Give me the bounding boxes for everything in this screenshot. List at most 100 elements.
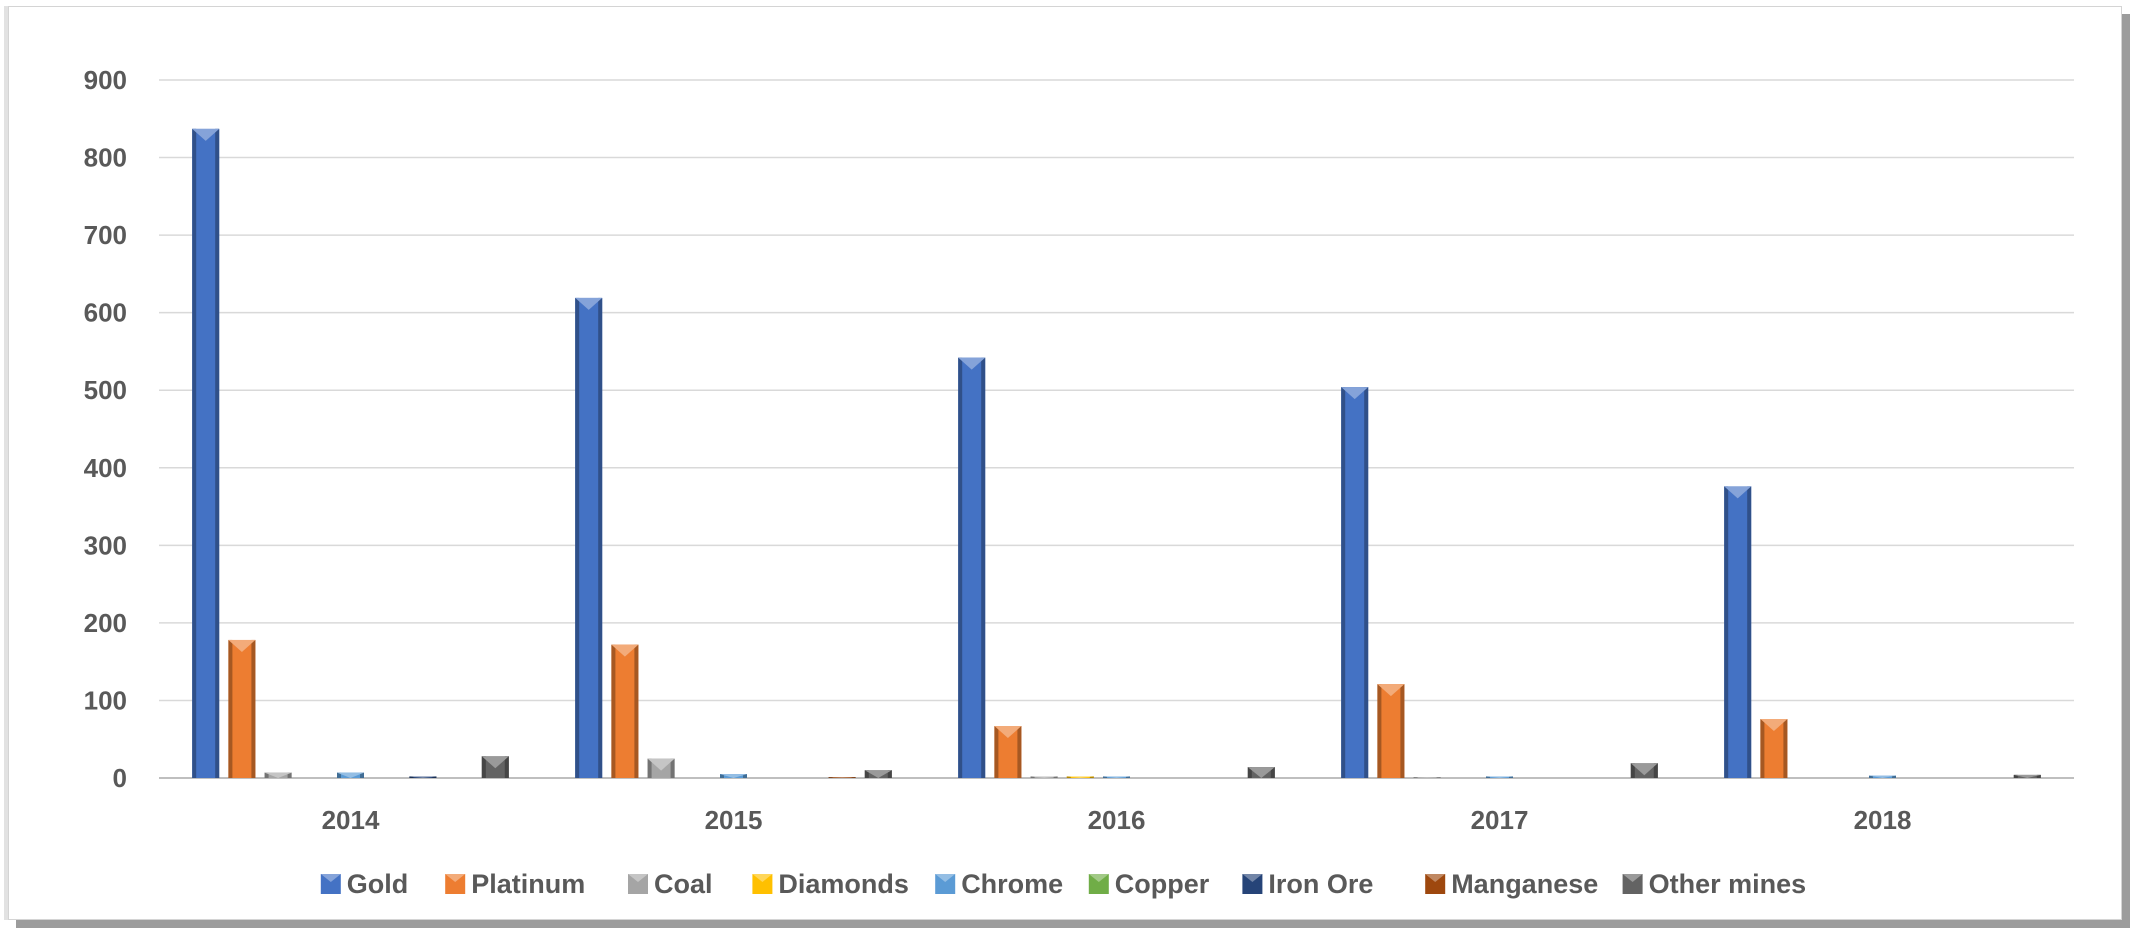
bar <box>958 357 986 778</box>
bar-cap <box>1869 775 1896 778</box>
y-tick-label: 500 <box>84 375 127 405</box>
bar-bevel-right <box>2036 774 2041 778</box>
legend-item: Chrome <box>935 869 1063 899</box>
bar <box>2013 774 2041 778</box>
y-tick-label: 800 <box>84 143 127 173</box>
bar-bevel-right <box>360 772 364 778</box>
legend-swatch-cap <box>1088 874 1109 882</box>
bar <box>1030 776 1058 778</box>
bar-cap <box>2013 774 2041 778</box>
legend-swatch <box>752 874 773 894</box>
legend-item: Coal <box>628 869 713 899</box>
legend-swatch <box>628 874 648 894</box>
bar-bevel-left <box>1066 776 1071 778</box>
bar-bevel-left <box>1247 767 1252 778</box>
legend-label: Coal <box>654 869 713 899</box>
legend-label: Manganese <box>1451 869 1598 899</box>
bar-cap <box>481 756 509 769</box>
bar-cap <box>409 776 437 778</box>
bar <box>1724 486 1752 778</box>
bar-bevel-left <box>1413 777 1418 778</box>
legend-swatch-cap <box>320 874 341 882</box>
bar <box>828 777 856 778</box>
bar-bevel-right <box>251 639 256 778</box>
x-tick-label: 2017 <box>1471 805 1529 835</box>
bar-bevel-right <box>1509 776 1513 778</box>
bar-body <box>575 297 603 778</box>
bar-bevel-left <box>1341 387 1346 778</box>
bar-bevel-right <box>1436 777 1441 778</box>
legend-swatch-cap <box>1242 874 1263 882</box>
bar-bevel-right <box>432 776 437 778</box>
bar-cap <box>264 772 292 778</box>
bar-cap <box>1724 486 1752 499</box>
legend-swatch <box>935 874 956 894</box>
bar-bevel-left <box>864 770 869 778</box>
bar <box>337 772 364 778</box>
bar-bevel-left <box>720 774 724 778</box>
y-tick-label: 0 <box>113 763 127 793</box>
y-tick-label: 300 <box>84 530 127 560</box>
y-tick-label: 400 <box>84 453 127 483</box>
bar <box>264 772 292 778</box>
x-tick-label: 2014 <box>322 805 380 835</box>
y-tick-label: 100 <box>84 685 127 715</box>
bar-bevel-right <box>1364 387 1369 778</box>
bar <box>611 644 639 778</box>
bar-bevel-right <box>743 774 747 778</box>
legend-swatch <box>320 874 341 894</box>
legend-item: Platinum <box>445 869 585 899</box>
bar <box>1066 776 1094 778</box>
legend-label: Platinum <box>471 869 585 899</box>
legend-label: Iron Ore <box>1268 869 1373 899</box>
legend-label: Chrome <box>961 869 1063 899</box>
bar-cap <box>1341 387 1369 400</box>
bar-bevel-right <box>504 756 509 778</box>
y-tick-label: 200 <box>84 608 127 638</box>
bar <box>1413 777 1441 778</box>
bar-body <box>228 639 256 778</box>
bar-cap <box>647 758 675 771</box>
bar-cap <box>192 128 220 141</box>
x-tick-label: 2016 <box>1088 805 1146 835</box>
bar-body <box>611 644 639 778</box>
legend-label: Gold <box>347 869 409 899</box>
legend-swatch <box>1425 874 1446 894</box>
bar-bevel-right <box>1089 776 1094 778</box>
bar <box>192 128 220 779</box>
bar-cap <box>994 726 1022 739</box>
legend-swatch-cap <box>628 874 648 882</box>
bar-bevel-left <box>1030 776 1035 778</box>
legend-item: Manganese <box>1425 869 1598 899</box>
legend-label: Copper <box>1115 869 1210 899</box>
y-tick-label: 600 <box>84 298 127 328</box>
bars <box>192 128 2041 779</box>
legend-label: Other mines <box>1649 869 1807 899</box>
legend-item: Diamonds <box>752 869 909 899</box>
bar-bevel-left <box>1103 776 1107 778</box>
bar <box>1486 776 1513 778</box>
bar <box>720 774 747 778</box>
bar-bevel-right <box>1783 719 1788 778</box>
bar-bevel-left <box>192 128 197 779</box>
legend-item: Gold <box>320 869 409 899</box>
bar-bevel-right <box>1017 726 1022 778</box>
bar-bevel-right <box>598 297 603 778</box>
bar-cap <box>337 772 364 778</box>
bar-cap <box>1247 767 1275 778</box>
bar-cap <box>1103 776 1130 778</box>
bar-bevel-right <box>1053 776 1058 778</box>
bar-cap <box>958 357 986 370</box>
legend-item: Copper <box>1088 869 1210 899</box>
bar-bevel-right <box>851 777 856 778</box>
bar-bevel-right <box>1653 763 1658 778</box>
y-tick-label: 700 <box>84 220 127 250</box>
bar-body <box>192 128 220 779</box>
legend: Gold Platinum Coal Diamonds Chrome Copper Iron… <box>320 869 1807 899</box>
bar-body <box>1377 684 1405 778</box>
bar-bevel-left <box>481 756 486 778</box>
bar-bevel-right <box>634 644 639 778</box>
bar-cap <box>1030 776 1058 778</box>
bar-bevel-right <box>1400 684 1405 778</box>
